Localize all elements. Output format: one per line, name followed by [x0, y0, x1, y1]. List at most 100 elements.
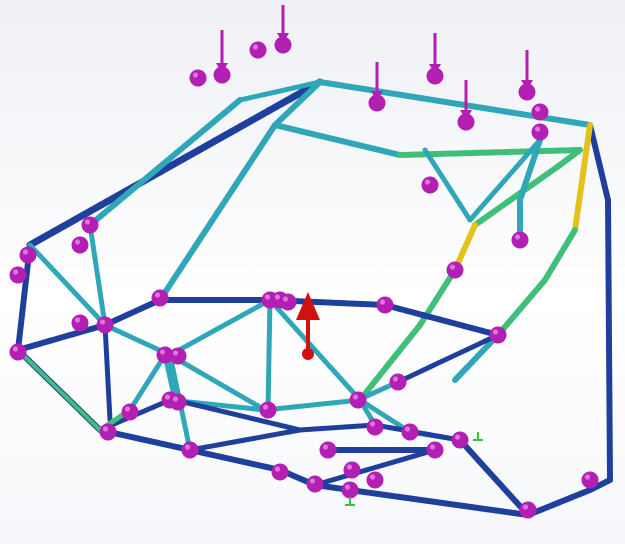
fixture-highlight: [522, 504, 529, 510]
fixture-sphere-icon: [511, 231, 529, 249]
beam-member: [267, 297, 363, 403]
fixture-sphere: [343, 461, 361, 479]
fixture-sphere-icon: [9, 343, 27, 361]
fixture-sphere-icon: [446, 261, 464, 279]
fixture-highlight: [84, 219, 91, 225]
fixture-sphere-icon: [19, 246, 37, 264]
fixture-sphere-icon: [169, 347, 187, 365]
fixture-highlight: [424, 179, 431, 185]
fixture-sphere-icon: [319, 441, 337, 459]
gravity-arrow-head: [296, 292, 320, 320]
load-sphere: [274, 36, 292, 54]
beam-member: [525, 487, 593, 518]
fixture-sphere-icon: [169, 393, 187, 411]
fixture-sphere: [366, 471, 384, 489]
fixture-highlight: [344, 484, 351, 490]
fixture-sphere: [401, 423, 419, 441]
fixture-highlight: [262, 404, 269, 410]
beam-member: [26, 78, 324, 249]
load-arrow-icon: [368, 62, 386, 112]
fixture-sphere-icon: [71, 236, 89, 254]
fixture-highlight: [164, 394, 171, 400]
beam-member: [587, 122, 611, 203]
beam-member: [272, 122, 403, 158]
beam-member: [312, 447, 438, 488]
fixture-highlight: [449, 264, 456, 270]
beam-member: [102, 322, 113, 423]
beam-member: [605, 197, 613, 483]
fixture-highlight: [124, 406, 131, 412]
fixture-highlight: [379, 299, 386, 305]
fixture-sphere-icon: [9, 266, 27, 284]
beam-member: [572, 122, 593, 233]
fixture-sphere-icon: [389, 373, 407, 391]
beam-member: [395, 332, 501, 385]
fixture-sphere: [279, 293, 297, 311]
fixture-sphere: [489, 326, 507, 344]
fixture-sphere-icon: [249, 41, 267, 59]
fixture-sphere: [306, 475, 324, 493]
fixture-sphere-icon: [96, 316, 114, 334]
fixture-sphere: [9, 266, 27, 284]
fixture-sphere-icon: [121, 403, 139, 421]
fixture-sphere: [71, 314, 89, 332]
fixture-highlight: [454, 434, 461, 440]
beam-member: [262, 397, 363, 413]
fixture-highlight: [172, 350, 179, 356]
beam-member: [467, 137, 543, 223]
fixture-highlight: [252, 44, 259, 50]
gravity-indicator: [296, 292, 483, 506]
beam-member: [272, 79, 323, 128]
fixture-highlight: [274, 294, 281, 300]
beam-member: [265, 297, 273, 413]
fixture-sphere: [259, 401, 277, 419]
fixture-sphere-icon: [581, 471, 599, 489]
beam-member: [297, 422, 378, 433]
beam-member: [167, 297, 273, 358]
fixture-sphere-icon: [366, 471, 384, 489]
ground-symbol-icon: [473, 432, 483, 441]
fixture-sphere: [99, 423, 117, 441]
fixture-highlight: [264, 294, 271, 300]
fixture-sphere-icon: [306, 475, 324, 493]
fixture-sphere-icon: [156, 346, 174, 364]
fixture-sphere: [271, 463, 289, 481]
beam-member: [167, 352, 268, 413]
fixture-sphere-icon: [279, 293, 297, 311]
fixture-sphere: [446, 261, 464, 279]
beam-member: [517, 137, 543, 203]
fixture-highlight: [584, 474, 591, 480]
fixture-sphere-icon: [189, 69, 207, 87]
beam-member: [347, 487, 531, 518]
fixture-sphere-icon: [71, 314, 89, 332]
beam-member: [317, 79, 593, 128]
beam-member: [452, 332, 501, 383]
fixture-sphere: [341, 481, 359, 499]
fixture-sphere-icon: [519, 501, 537, 519]
fixture-sphere-icon: [401, 423, 419, 441]
fixture-highlight: [346, 464, 353, 470]
fixture-sphere-icon: [376, 296, 394, 314]
fixture-sphere: [19, 246, 37, 264]
load-arrow-icon: [213, 30, 231, 84]
fixture-highlight: [99, 319, 106, 325]
fixture-sphere-icon: [489, 326, 507, 344]
fixture-sphere: [319, 441, 337, 459]
fixture-highlight: [352, 394, 359, 400]
fixture-sphere-icon: [426, 441, 444, 459]
beam-member: [187, 447, 283, 473]
beam-member: [357, 397, 413, 435]
fixture-highlight: [74, 239, 81, 245]
beam-member: [15, 322, 108, 353]
fixture-highlight: [369, 474, 376, 480]
beam-member: [542, 227, 578, 283]
fixture-sphere-icon: [99, 423, 117, 441]
beam-member: [237, 79, 323, 103]
gravity-arrow-base: [302, 348, 314, 360]
fixture-sphere-icon: [451, 431, 469, 449]
fixture-highlight: [102, 426, 109, 432]
fixture-sphere: [426, 441, 444, 459]
beam-member: [472, 162, 563, 228]
